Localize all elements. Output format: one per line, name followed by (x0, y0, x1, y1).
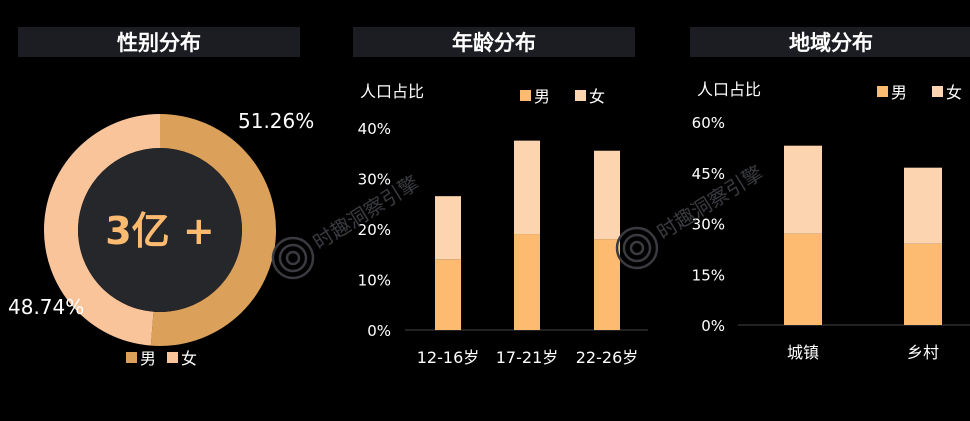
legend-swatch-female (167, 352, 178, 363)
age-watermark-logo-ring (278, 243, 308, 273)
legend-label-female: 女 (181, 349, 197, 368)
age-legend-label-female: 女 (589, 87, 605, 106)
age-watermark-logo-ring (285, 250, 301, 266)
region-y-tick-label: 60% (692, 114, 725, 132)
region-x-tick-label: 城镇 (787, 343, 819, 362)
age-y-tick-label: 30% (358, 171, 391, 189)
donut-slice-female (44, 114, 160, 346)
region-y-tick-label: 30% (692, 216, 725, 234)
region-legend-label-female: 女 (946, 83, 962, 102)
age-y-tick-label: 10% (358, 272, 391, 290)
age-x-tick-label: 22-26岁 (576, 348, 639, 367)
region-y-tick-label: 0% (701, 317, 725, 335)
region-bar-male (784, 233, 822, 325)
region-watermark-logo-ring (622, 233, 652, 263)
donut-slice-male (150, 114, 277, 346)
region-legend-label-male: 男 (891, 83, 907, 102)
age-watermark-logo-ring (271, 236, 315, 280)
age-y-tick-label: 20% (358, 221, 391, 239)
age-panel-title: 年龄分布 (353, 27, 635, 57)
age-bar-male (594, 239, 620, 330)
region-y-tick-label: 15% (692, 266, 725, 284)
region-watermark-logo-ring (615, 226, 659, 270)
age-legend-swatch-male (520, 90, 531, 101)
age-bar-male (435, 259, 461, 330)
donut-center (78, 148, 242, 312)
legend-label-male: 男 (140, 349, 156, 368)
region-bar-female (784, 145, 822, 234)
slice-label-female: 48.74% (8, 295, 84, 319)
age-x-tick-label: 17-21岁 (496, 348, 559, 367)
age-legend-swatch-female (575, 90, 586, 101)
donut-center-label: 3亿 + (105, 209, 215, 253)
age-bar-female (435, 196, 461, 260)
region-watermark-logo-ring (629, 240, 645, 256)
age-y-tick-label: 40% (358, 120, 391, 138)
age-bar-male (514, 234, 540, 330)
slice-label-male: 51.26% (238, 109, 314, 133)
gender-panel-title: 性别分布 (18, 27, 300, 57)
age-x-tick-label: 12-16岁 (417, 348, 480, 367)
region-y-axis-label: 人口占比 (697, 80, 761, 99)
region-y-tick-label: 45% (692, 165, 725, 183)
region-panel-title: 地域分布 (690, 27, 970, 57)
legend-swatch-male (126, 352, 137, 363)
region-bar-male (904, 243, 942, 325)
age-y-tick-label: 0% (367, 322, 391, 340)
region-legend-swatch-female (932, 86, 943, 97)
region-x-tick-label: 乡村 (907, 343, 939, 362)
region-bar-female (904, 167, 942, 244)
age-bar-female (594, 150, 620, 240)
region-legend-swatch-male (877, 86, 888, 97)
age-y-axis-label: 人口占比 (360, 82, 424, 101)
age-legend-label-male: 男 (534, 87, 550, 106)
age-bar-female (514, 140, 540, 235)
